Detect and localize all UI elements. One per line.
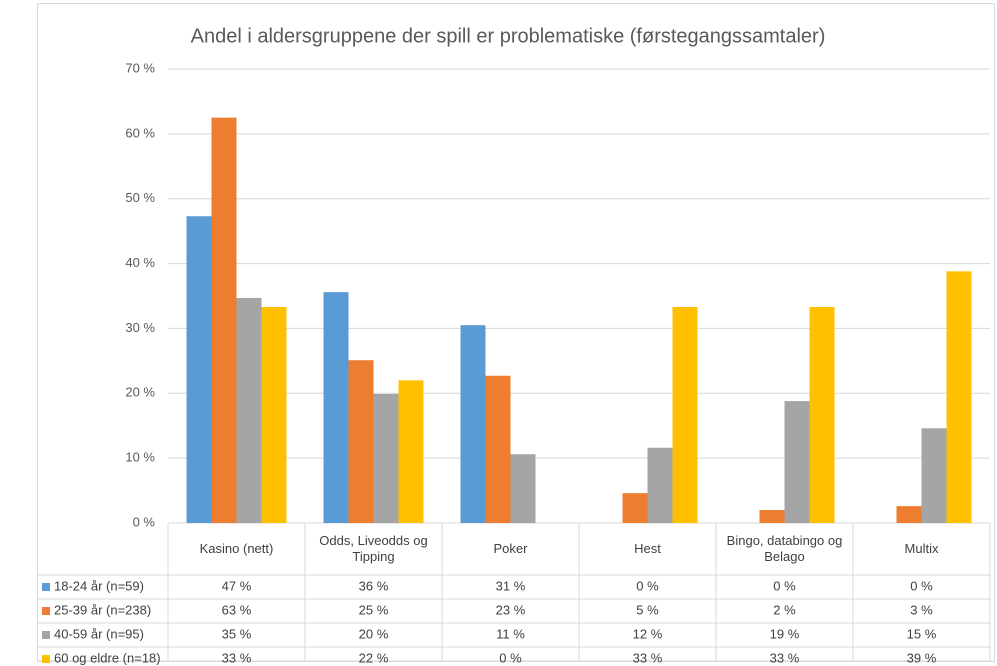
table-value: 63 % — [222, 602, 252, 617]
x-tick-label: Odds, Liveodds og Tipping — [319, 533, 428, 564]
bar — [896, 506, 922, 523]
table-value: 3 % — [910, 602, 933, 617]
y-tick-label: 40 % — [125, 255, 155, 270]
bar — [672, 307, 698, 523]
category-cell: Poker — [493, 541, 528, 556]
legend-key — [42, 655, 50, 663]
x-tick-label: Kasino (nett) — [199, 541, 274, 556]
x-tick-label: Multix — [904, 541, 939, 556]
table-value: 0 % — [910, 578, 933, 593]
bar — [323, 292, 349, 523]
bar — [460, 325, 486, 523]
table-value: 47 % — [222, 578, 252, 593]
bar — [510, 454, 536, 523]
legend-label: 60 og eldre (n=18) — [54, 650, 161, 665]
legend-key — [42, 631, 50, 639]
bar — [236, 297, 262, 523]
bar — [348, 360, 374, 523]
table-value: 20 % — [359, 626, 389, 641]
category-cell: Bingo, databingo og Belago — [726, 533, 843, 564]
table-value: 33 % — [770, 650, 800, 665]
table-value: 0 % — [499, 650, 522, 665]
legend-key — [42, 607, 50, 615]
y-tick-label: 70 % — [125, 60, 155, 75]
table-value: 36 % — [359, 578, 389, 593]
x-tick-label: Hest — [634, 541, 661, 556]
category-cell: Odds, Liveodds og Tipping — [319, 533, 428, 564]
table-value: 39 % — [907, 650, 937, 665]
chart-title: Andel i aldersgruppene der spill er prob… — [191, 25, 826, 47]
bar — [261, 307, 287, 523]
table-value: 23 % — [496, 602, 526, 617]
bar — [186, 216, 212, 523]
bar — [211, 117, 237, 524]
bar — [398, 380, 424, 523]
legend-key — [42, 583, 50, 591]
table-value: 33 % — [633, 650, 663, 665]
bar — [373, 393, 399, 523]
y-tick-label: 50 % — [125, 190, 155, 205]
table-value: 33 % — [222, 650, 252, 665]
table-value: 35 % — [222, 626, 252, 641]
category-cell: Multix — [904, 541, 939, 556]
table-value: 0 % — [636, 578, 659, 593]
table-value: 15 % — [907, 626, 937, 641]
x-tick-label: Poker — [493, 541, 528, 556]
table-value: 31 % — [496, 578, 526, 593]
category-cell: Hest — [634, 541, 661, 556]
bar — [759, 510, 785, 523]
y-tick-label: 60 % — [125, 125, 155, 140]
table-value: 19 % — [770, 626, 800, 641]
y-tick-label: 10 % — [125, 450, 155, 465]
bar — [647, 447, 673, 523]
table-value: 5 % — [636, 602, 659, 617]
legend-label: 18-24 år (n=59) — [54, 578, 144, 593]
category-cell: Kasino (nett) — [199, 541, 274, 556]
table-value: 12 % — [633, 626, 663, 641]
bar — [946, 271, 972, 523]
legend-label: 25-39 år (n=238) — [54, 602, 151, 617]
bar — [921, 428, 947, 523]
bar — [485, 375, 511, 523]
bar — [784, 401, 810, 523]
bar — [622, 493, 648, 523]
x-tick-label: Bingo, databingo og Belago — [726, 533, 843, 564]
table-value: 25 % — [359, 602, 389, 617]
bar — [809, 307, 835, 523]
table-value: 2 % — [773, 602, 796, 617]
table-value: 0 % — [773, 578, 796, 593]
legend-label: 40-59 år (n=95) — [54, 626, 144, 641]
table-value: 22 % — [359, 650, 389, 665]
y-tick-label: 20 % — [125, 385, 155, 400]
table-value: 11 % — [496, 626, 525, 641]
y-tick-label: 0 % — [133, 514, 156, 529]
y-tick-label: 30 % — [125, 320, 155, 335]
